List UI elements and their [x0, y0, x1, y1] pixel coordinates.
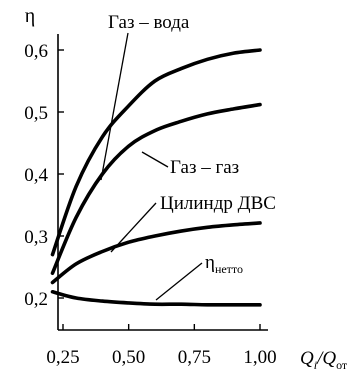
leader-gaz-gaz: [141, 151, 169, 168]
x-tick-label: 0,50: [112, 347, 145, 368]
leader-gaz-voda: [100, 32, 129, 181]
x-tick-label: 0,75: [178, 347, 211, 368]
series-eta-netto: [50, 290, 262, 307]
y-tick-label: 0,6: [24, 41, 48, 62]
leader-eta-netto: [155, 262, 203, 301]
x-axis-label-denom: Q: [322, 348, 336, 369]
y-tick-label: 0,2: [24, 289, 48, 310]
leader-cylinder: [110, 202, 157, 253]
y-tick-label: 0,4: [24, 165, 48, 186]
annotation-gaz-voda: Газ – вода: [100, 12, 190, 181]
curves-layer: [50, 48, 262, 307]
annotation-eta-netto: ηнетто: [155, 252, 243, 301]
label-gaz-voda: Газ – вода: [108, 12, 190, 33]
label-eta-netto-sub: нетто: [215, 262, 243, 276]
series-gaz-voda: [50, 48, 262, 257]
series-gaz-gaz: [50, 102, 262, 275]
x-tick-label: 0,25: [46, 347, 79, 368]
label-eta-netto-main: η: [205, 252, 215, 273]
label-gaz-gaz: Газ – газ: [170, 157, 239, 178]
series-cylinder: [50, 221, 262, 285]
y-axis-label: η: [25, 5, 35, 27]
x-axis-label-denom-sub: от: [336, 358, 348, 372]
x-axis-label-main: Q: [300, 348, 314, 369]
label-cylinder: Цилиндр ДВС: [160, 193, 276, 214]
y-tick-label: 0,3: [24, 227, 48, 248]
ticks-layer: 0,25 0,50 0,75 1,00 0,2 0,3 0,4 0,5 0,6: [24, 41, 276, 368]
annotation-gaz-gaz: Газ – газ: [141, 151, 239, 178]
x-tick-label: 1,00: [243, 347, 276, 368]
annotation-cylinder: Цилиндр ДВС: [110, 193, 276, 253]
x-axis-label: Qi/Qот: [300, 348, 348, 372]
x-axis-label-main-sub: i: [314, 358, 317, 372]
x-axis-label-slash: /: [316, 348, 324, 369]
label-eta-netto: ηнетто: [205, 252, 243, 276]
y-tick-label: 0,5: [24, 103, 48, 124]
